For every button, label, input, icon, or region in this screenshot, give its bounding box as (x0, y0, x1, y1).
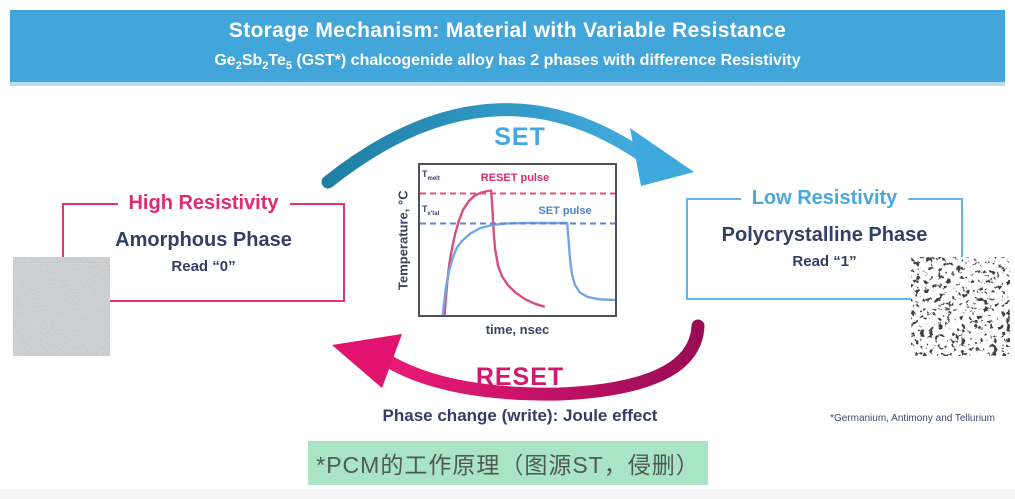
low-resistivity-title: Low Resistivity (740, 187, 909, 210)
header-title: Storage Mechanism: Material with Variabl… (228, 19, 787, 42)
set-arrowhead-icon (630, 128, 694, 186)
chart-y-axis-label: Temperature, °C (395, 190, 411, 290)
polycrystalline-phase-label: Polycrystalline Phase (721, 224, 928, 246)
page-bottom-strip (0, 489, 1015, 499)
set-label: SET (494, 123, 546, 151)
reset-pulse-annotation: RESET pulse (480, 172, 550, 184)
set-arrow-arc (321, 103, 647, 189)
pulse-chart: Tmelt Tx'tal RESET pulse SET pulse (418, 163, 617, 317)
reset-arrow-arc (373, 319, 705, 401)
chart-x-axis-label: time, nsec (485, 322, 550, 337)
header-banner: Storage Mechanism: Material with Variabl… (10, 10, 1005, 86)
tmelt-label: Tmelt (422, 169, 440, 182)
polycrystalline-panel: Low Resistivity Polycrystalline Phase Re… (686, 187, 963, 300)
reset-arrowhead-icon (332, 334, 402, 388)
joule-effect-caption: Phase change (write): Joule effect (382, 406, 658, 425)
amorphous-phase-label: Amorphous Phase (115, 229, 292, 251)
set-pulse-annotation: SET pulse (538, 205, 592, 217)
gst-footnote: *Germanium, Antimony and Tellurium (830, 413, 995, 424)
read-0-label: Read “0” (171, 258, 236, 275)
amorphous-panel: High Resistivity Amorphous Phase Read “0… (62, 192, 345, 302)
chinese-source-caption: *PCM的工作原理（图源ST，侵删） (308, 441, 708, 485)
header-subtitle: Ge2Sb2Te5 (GST*) chalcogenide alloy has … (214, 52, 801, 73)
pulse-chart-plot (420, 189, 615, 315)
txtal-label: Tx'tal (422, 204, 440, 217)
cycle-arrows (321, 103, 705, 401)
polycrystalline-texture-image (911, 257, 1010, 356)
high-resistivity-title: High Resistivity (117, 192, 290, 215)
amorphous-texture-image (13, 257, 110, 356)
reset-label: RESET (475, 363, 565, 391)
read-1-label: Read “1” (792, 253, 857, 270)
